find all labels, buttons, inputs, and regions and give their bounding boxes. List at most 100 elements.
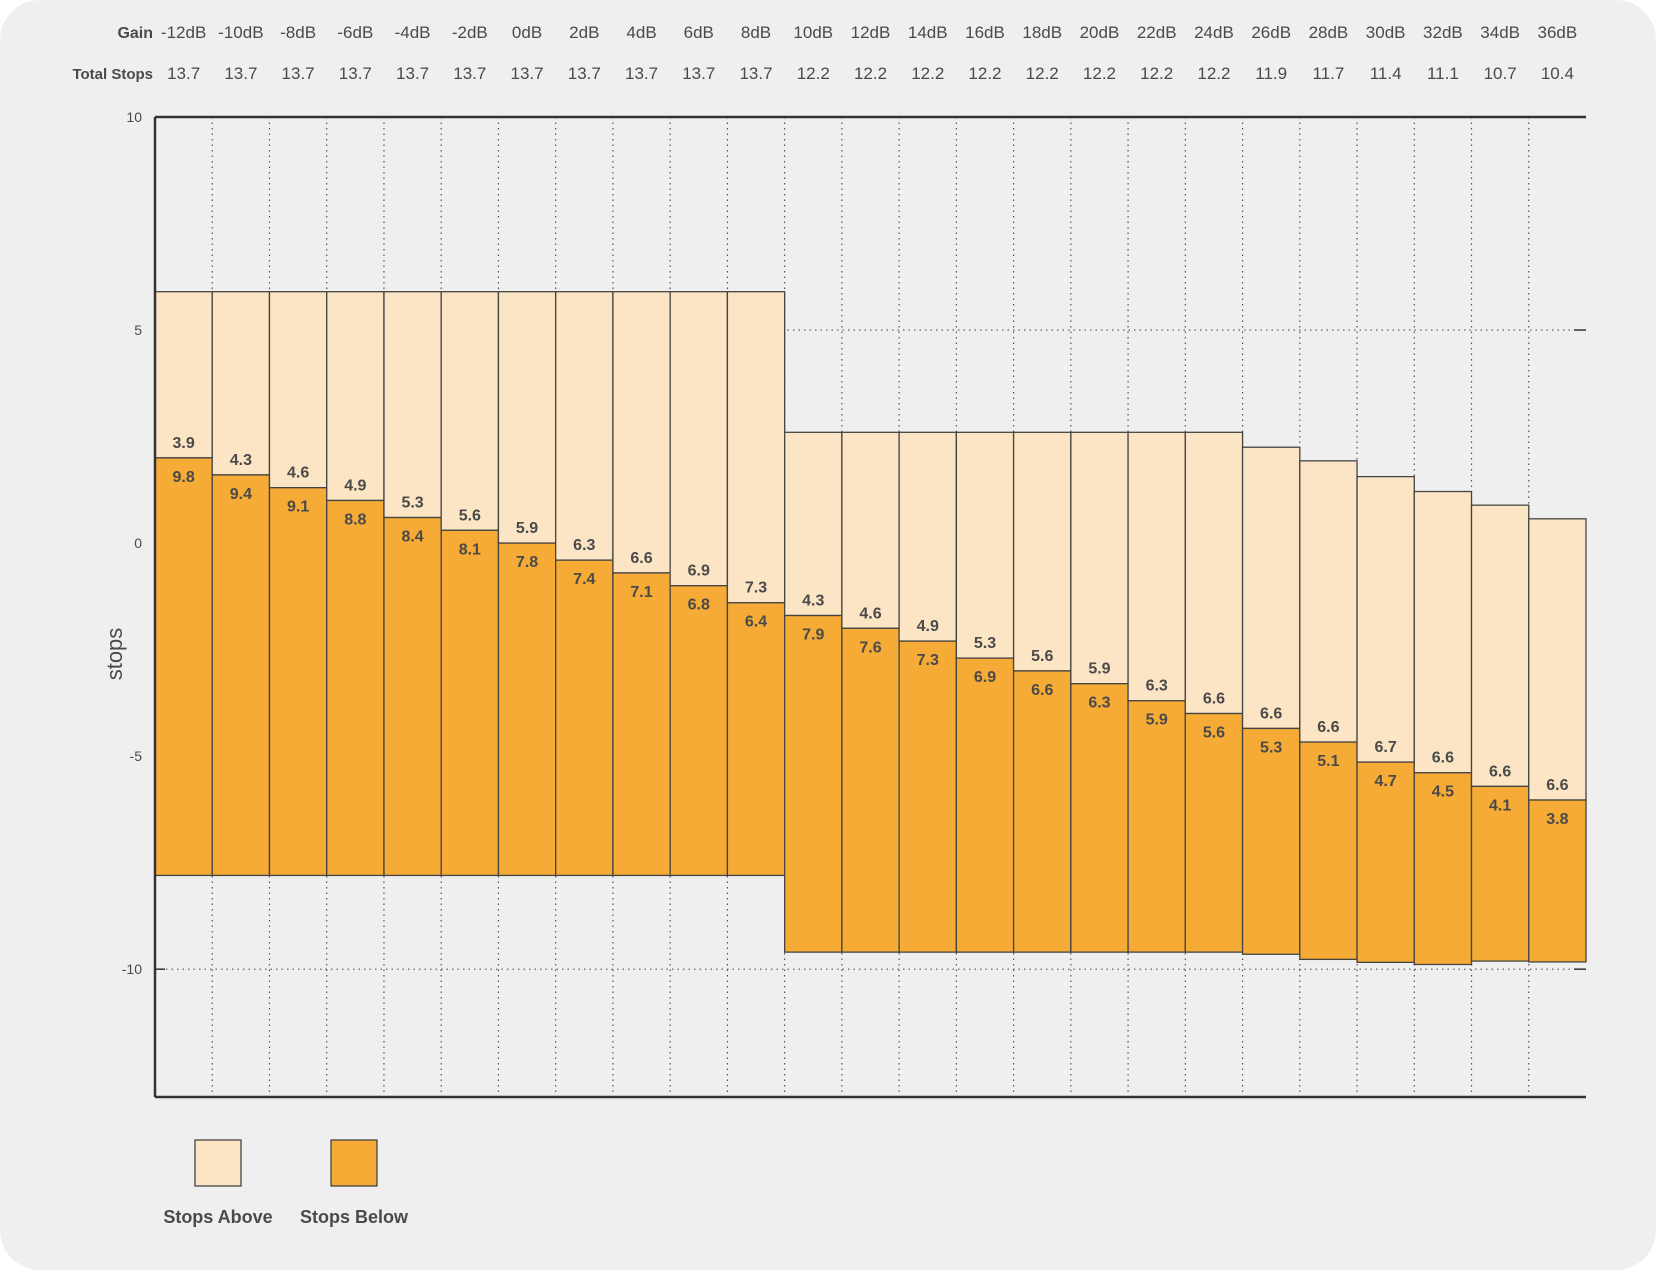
stops-below-label: 5.6 <box>1203 725 1225 742</box>
bar-stops-above <box>326 291 385 502</box>
total-stops-value: 13.7 <box>224 64 257 83</box>
bar-stops-below <box>955 657 1015 953</box>
gain-label: 8dB <box>741 23 771 42</box>
stops-below-label: 4.5 <box>1432 784 1454 801</box>
bar-stops-above <box>783 431 843 617</box>
bar-stops-above <box>726 291 786 604</box>
stops-below-label: 4.7 <box>1375 773 1397 790</box>
stops-below-label: 7.6 <box>859 639 881 656</box>
bar-stops-below <box>1356 761 1415 964</box>
stops-below-label: 7.1 <box>630 584 652 601</box>
bar-stops-below <box>1127 700 1186 953</box>
bar-stops-below <box>1070 683 1129 953</box>
stops-above-label: 4.9 <box>917 618 939 635</box>
bar-stops-above <box>1241 446 1301 730</box>
stops-above-label: 7.3 <box>745 580 767 597</box>
total-stops-value: 13.7 <box>396 64 429 83</box>
total-stops-value: 12.2 <box>854 64 887 83</box>
stops-below-label: 6.6 <box>1031 682 1053 699</box>
bar-stops-above <box>211 291 271 476</box>
stops-above-label: 5.6 <box>1031 648 1053 665</box>
stops-above-label: 3.9 <box>172 435 194 452</box>
stops-below-label: 9.4 <box>230 486 252 503</box>
bar-stops-below <box>669 585 729 877</box>
bar-stops-above <box>669 291 729 587</box>
total-stops-value: 12.2 <box>1197 64 1230 83</box>
gain-label: 4dB <box>626 23 656 42</box>
bar-stops-below <box>841 627 900 953</box>
stops-above-label: 4.3 <box>802 593 824 610</box>
stops-above-label: 6.6 <box>1203 691 1225 708</box>
bar-stops-below <box>726 602 786 877</box>
bar-stops-below <box>1241 727 1301 955</box>
gain-label: -8dB <box>280 23 316 42</box>
legend-label: Stops Above <box>163 1207 272 1227</box>
bar-stops-above <box>1413 490 1473 774</box>
stops-above-label: 6.9 <box>688 563 710 580</box>
stops-above-label: 5.3 <box>974 635 996 652</box>
bar-stops-above <box>1070 431 1129 685</box>
y-tick-label: 5 <box>134 322 142 338</box>
stops-above-label: 5.9 <box>1088 661 1110 678</box>
gain-label: 22dB <box>1137 23 1177 42</box>
stops-below-label: 9.8 <box>172 469 194 486</box>
stops-below-label: 8.4 <box>401 529 423 546</box>
bar-stops-above <box>1470 504 1530 788</box>
stops-above-label: 5.6 <box>459 507 481 524</box>
bar-stops-above <box>955 431 1015 659</box>
gain-label: 28dB <box>1309 23 1349 42</box>
gain-label: 0dB <box>512 23 542 42</box>
y-tick-label: 10 <box>126 109 142 125</box>
stops-above-label: 5.3 <box>401 495 423 512</box>
total-stops-value: 13.7 <box>339 64 372 83</box>
total-stops-value: 12.2 <box>911 64 944 83</box>
total-stops-value: 13.7 <box>739 64 772 83</box>
bar-stops-below <box>268 487 328 877</box>
gain-label: 36dB <box>1538 23 1578 42</box>
gain-label: 6dB <box>684 23 714 42</box>
gain-label: 32dB <box>1423 23 1463 42</box>
stops-above-label: 5.9 <box>516 520 538 537</box>
gain-label: 12dB <box>851 23 891 42</box>
bar-stops-above <box>841 431 900 629</box>
gain-label: 10dB <box>793 23 833 42</box>
gain-label: -10dB <box>218 23 263 42</box>
legend-swatch <box>330 1139 378 1187</box>
bar-stops-below <box>783 614 843 953</box>
bar-stops-above <box>1012 431 1072 672</box>
gain-label: -2dB <box>452 23 488 42</box>
stops-below-label: 5.1 <box>1317 753 1339 770</box>
bar-stops-above <box>612 291 671 574</box>
stops-above-label: 6.7 <box>1375 739 1397 756</box>
gain-label: -4dB <box>395 23 431 42</box>
gain-label: 24dB <box>1194 23 1234 42</box>
bar-stops-above <box>1127 431 1186 702</box>
total-stops-value: 12.2 <box>1140 64 1173 83</box>
gain-label: 2dB <box>569 23 599 42</box>
gain-label: 16dB <box>965 23 1005 42</box>
stops-above-label: 6.6 <box>630 550 652 567</box>
bar-stops-below <box>1413 772 1473 966</box>
total-stops-value: 13.7 <box>682 64 715 83</box>
stops-above-label: 6.6 <box>1260 705 1282 722</box>
total-stops-value: 13.7 <box>568 64 601 83</box>
bar-stops-above <box>154 291 213 459</box>
gain-label: 34dB <box>1480 23 1520 42</box>
bar-stops-below <box>555 559 614 877</box>
bar-stops-above <box>268 291 328 489</box>
gain-label: 30dB <box>1366 23 1406 42</box>
stops-below-label: 6.3 <box>1088 695 1110 712</box>
stops-below-label: 6.8 <box>688 597 710 614</box>
total-stops-row-label: Total Stops <box>72 66 153 83</box>
gain-row-label: Gain <box>117 25 153 42</box>
gain-label: 20dB <box>1080 23 1120 42</box>
bar-stops-below <box>1528 799 1587 963</box>
gain-label: 18dB <box>1022 23 1062 42</box>
gain-label: 26dB <box>1251 23 1291 42</box>
gain-label: 14dB <box>908 23 948 42</box>
stops-below-label: 3.8 <box>1546 811 1568 828</box>
stops-above-label: 6.3 <box>1146 678 1168 695</box>
total-stops-value: 13.7 <box>625 64 658 83</box>
